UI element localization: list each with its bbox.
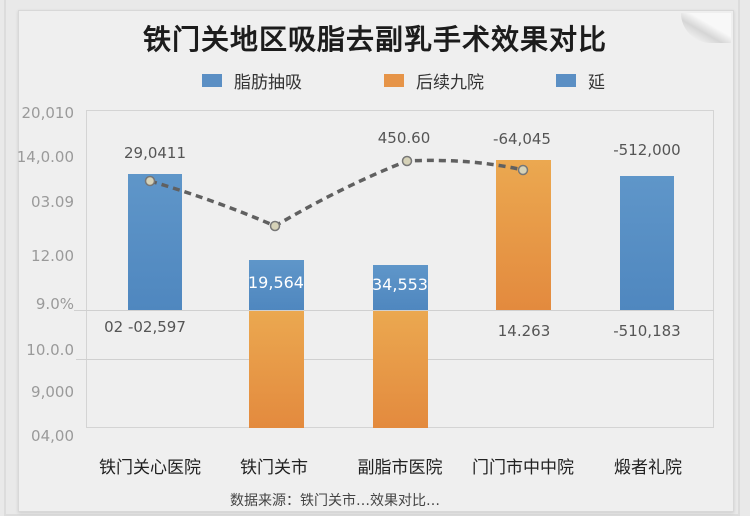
legend-item-series-3[interactable]: 延 (556, 68, 605, 93)
bar-blue-1[interactable] (249, 260, 304, 310)
bar-value-label: 14.263 (497, 322, 551, 340)
legend-item-series-1[interactable]: 脂肪抽吸 (202, 68, 302, 93)
bar-value-label: 02 -02,597 (104, 318, 186, 336)
y-tick-label: 20,010 (21, 104, 75, 122)
x-axis-label: 门门市中中院 (472, 458, 574, 478)
legend-swatch-blue-icon (556, 74, 576, 87)
bar-orange-3[interactable] (496, 160, 551, 310)
bar-value-label: -64,045 (493, 130, 551, 148)
x-axis-label: 铁门关市 (240, 458, 308, 478)
chart-footer-source: 数据来源：铁门关市…效果对比… (230, 493, 440, 509)
x-axis-label: 铁门关心医院 (99, 458, 201, 478)
bar-orange-1[interactable] (249, 311, 304, 428)
y-tick-label: 12.00 (31, 247, 74, 265)
y-tick-label: 14,0.00 (16, 148, 74, 166)
y-tick-label: 10.0.0 (26, 341, 74, 359)
bar-value-label: 450.60 (377, 129, 431, 147)
legend-label: 后续九院 (416, 73, 484, 93)
legend-item-series-2[interactable]: 后续九院 (384, 68, 484, 93)
bar-value-label: 34,553 (372, 275, 428, 294)
chart-legend: 脂肪抽吸 后续九院 延 (0, 68, 750, 93)
x-axis-label: 煅者礼院 (614, 458, 682, 478)
bar-value-label: 29,0411 (123, 144, 187, 162)
gridline (74, 310, 714, 311)
x-axis-label: 副脂市医院 (357, 458, 443, 478)
bar-blue-0[interactable] (128, 174, 182, 310)
legend-swatch-orange-icon (384, 74, 404, 87)
y-tick-label: 03.09 (31, 193, 74, 211)
y-tick-label: 9,000 (31, 383, 74, 401)
bar-value-label: -510,183 (613, 322, 681, 340)
y-tick-label: 04,00 (31, 427, 74, 445)
legend-label: 脂肪抽吸 (234, 73, 302, 93)
bar-blue-4[interactable] (620, 176, 674, 310)
bar-value-label: -512,000 (613, 141, 681, 159)
bar-orange-2[interactable] (373, 311, 428, 428)
legend-swatch-blue-icon (202, 74, 222, 87)
y-tick-label: 9.0% (35, 295, 74, 313)
legend-label: 延 (588, 73, 605, 93)
bar-blue-2[interactable] (373, 265, 428, 310)
bar-value-label: 19,564 (248, 273, 304, 292)
chart-title: 铁门关地区吸脂去副乳手术效果对比 (142, 23, 607, 56)
